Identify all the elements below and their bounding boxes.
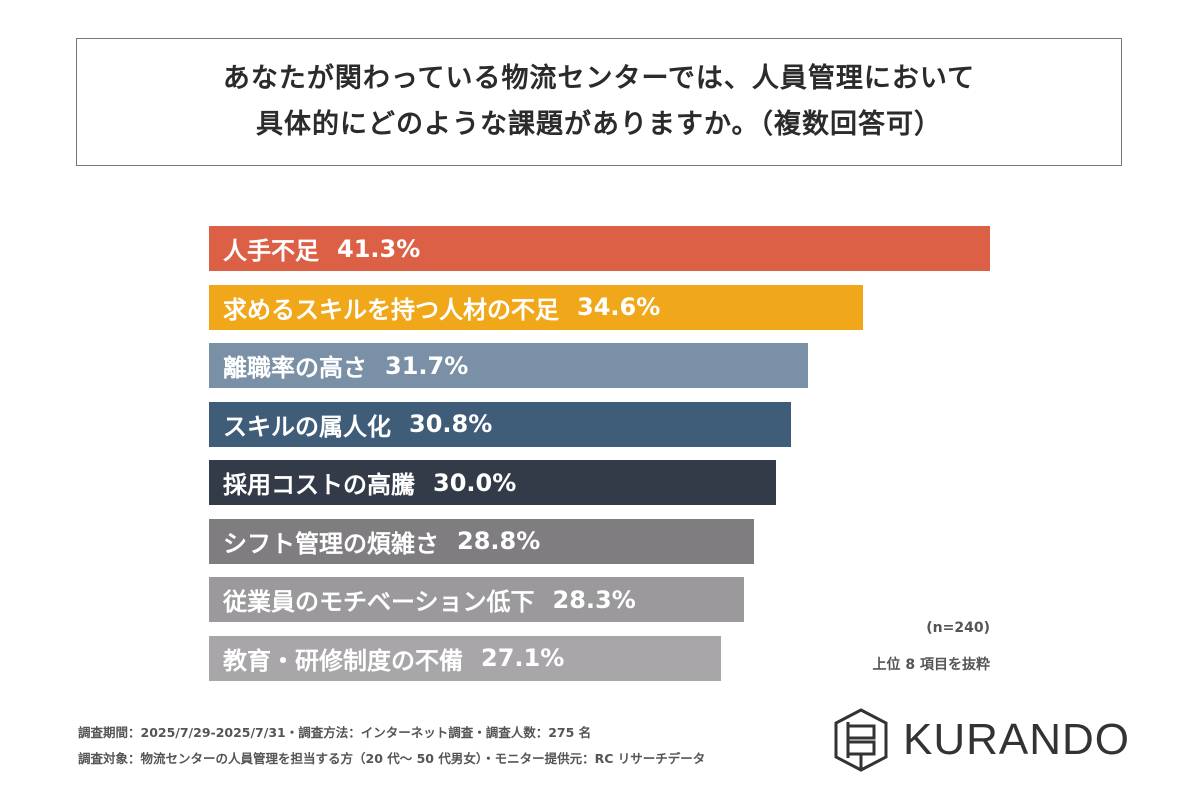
bar-value-label: 28.8%	[457, 527, 541, 555]
bar: 従業員のモチベーション低下 28.3%	[209, 577, 745, 622]
excerpt-note: 上位 8 項目を抜粋	[872, 657, 991, 673]
bar-category-label: 求めるスキルを持つ人材の不足	[223, 295, 559, 324]
chart-title-box: あなたが関わっている物流センターでは、人員管理において 具体的にどのような課題が…	[76, 38, 1122, 166]
logo-text: KURANDO	[903, 715, 1131, 764]
bar-category-label: スキルの属人化	[223, 412, 391, 441]
bar-value-label: 30.8%	[409, 410, 493, 438]
kurando-logo: KURANDO	[833, 708, 1130, 772]
bar-category-label: 教育・研修制度の不備	[223, 646, 463, 675]
bar-category-label: シフト管理の煩雑さ	[223, 529, 439, 558]
bar-value-label: 27.1%	[481, 644, 565, 672]
bar-category-label: 採用コストの高騰	[223, 471, 415, 499]
bar: 離職率の高さ 31.7%	[209, 343, 809, 388]
sample-size: (n=240)	[926, 620, 990, 636]
bar: 求めるスキルを持つ人材の不足 34.6%	[209, 284, 864, 330]
survey-info-line2: 調査対象：物流センターの人員管理を担当する方（20 代～ 50 代男女）・モニタ…	[78, 751, 706, 766]
bar: 人手不足 41.3%	[209, 226, 990, 271]
chart-title-line1: あなたが関わっている物流センターでは、人員管理において	[222, 63, 976, 94]
bar-chart: 人手不足 41.3% 求めるスキルを持つ人材の不足 34.6% 離職率の高さ 31.7% ス…	[209, 226, 990, 681]
bar: 教育・研修制度の不備 27.1%	[209, 635, 722, 681]
bar-category-label: 従業員のモチベーション低下	[223, 588, 535, 616]
chart-title-line2: 具体的にどのような課題がありますか。（複数回答可）	[256, 109, 942, 140]
survey-info-line1: 調査期間：2025/7/29-2025/7/31・調査方法：インターネット調査・…	[78, 725, 592, 740]
bar-value-label: 30.0%	[433, 468, 517, 497]
bar-value-label: 34.6%	[577, 293, 661, 321]
bar-category-label: 離職率の高さ	[223, 354, 367, 382]
bar-category-label: 人手不足	[223, 237, 319, 265]
bar: スキルの属人化 30.8%	[209, 401, 792, 447]
bar-value-label: 28.3%	[552, 585, 636, 614]
bar: シフト管理の煩雑さ 28.8%	[209, 518, 754, 564]
bar: 採用コストの高騰 30.0%	[209, 460, 777, 505]
bar-value-label: 31.7%	[385, 351, 469, 380]
bar-value-label: 41.3%	[337, 234, 421, 263]
kurando-logo-icon	[834, 708, 888, 772]
